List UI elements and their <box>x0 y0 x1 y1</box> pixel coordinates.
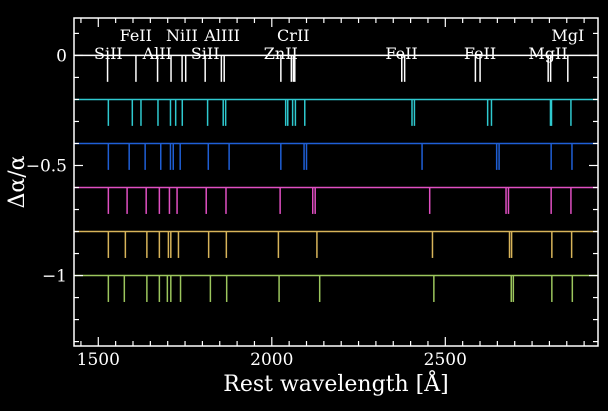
ion-label-8: FeII <box>385 44 417 63</box>
y-axis-title: Δα/α <box>5 155 30 208</box>
ion-label-7: CrII <box>277 26 310 45</box>
ion-label-10: MgII <box>528 44 567 63</box>
ion-label-9: FeII <box>464 44 496 63</box>
y-tick-label-1: −0.5 <box>26 156 67 176</box>
ion-label-11: MgI <box>551 26 584 45</box>
y-tick-label-2: −1 <box>42 267 67 287</box>
ion-label-4: SiII <box>191 44 220 63</box>
ion-label-2: AlII <box>142 44 172 63</box>
ion-label-1: FeII <box>120 26 152 45</box>
ion-label-6: ZnII <box>264 44 298 63</box>
x-tick-label-1: 2000 <box>250 350 293 370</box>
ion-label-0: SiII <box>94 44 123 63</box>
x-tick-label-0: 1500 <box>77 350 120 370</box>
plot-frame <box>73 17 599 347</box>
series-layer <box>74 54 598 302</box>
ion-label-5: AlIII <box>203 26 240 45</box>
x-tick-label-2: 2500 <box>424 350 467 370</box>
x-axis-title: Rest wavelength [Å] <box>223 369 448 397</box>
ion-label-3: NiII <box>166 26 198 45</box>
y-tick-label-0: 0 <box>56 46 67 66</box>
tick-layer: 1500 2000 2500 0 −0.5 −1 <box>26 18 598 370</box>
